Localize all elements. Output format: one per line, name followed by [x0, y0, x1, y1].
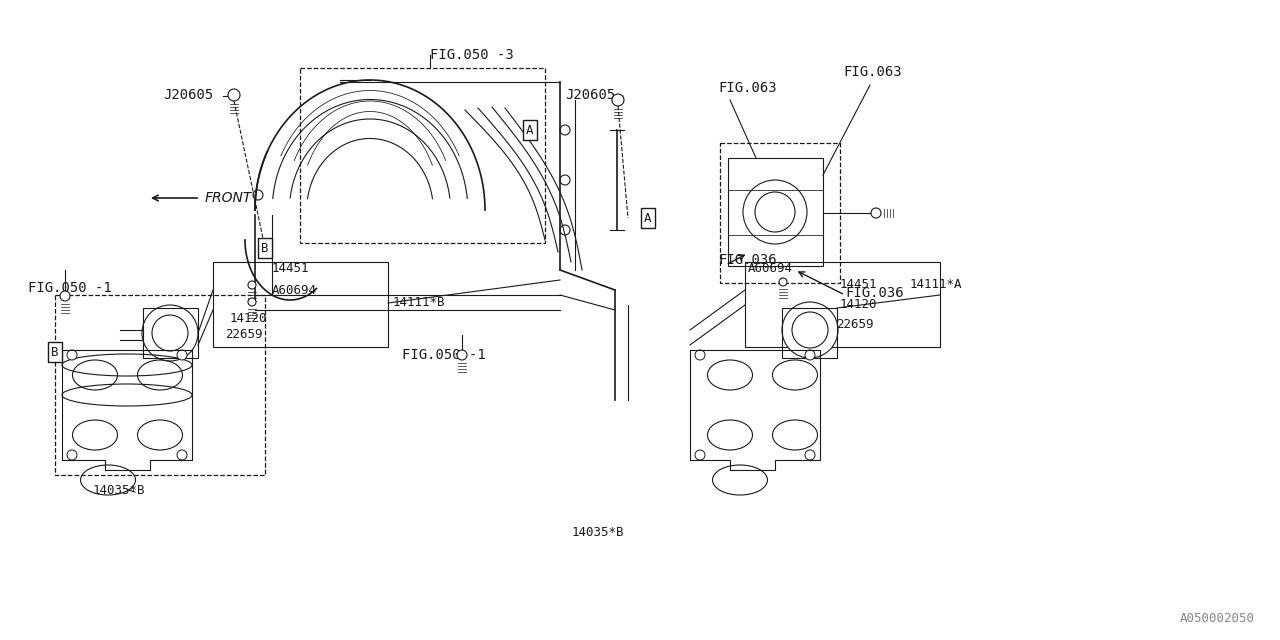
Circle shape — [248, 281, 256, 289]
Circle shape — [805, 450, 815, 460]
Text: 14035*B: 14035*B — [572, 525, 625, 538]
Text: 14451: 14451 — [273, 262, 310, 275]
Text: 14120: 14120 — [230, 312, 268, 324]
Text: FIG.050 -1: FIG.050 -1 — [402, 348, 485, 362]
Text: J20605: J20605 — [564, 88, 616, 102]
Circle shape — [248, 298, 256, 306]
Text: FIG.050 -1: FIG.050 -1 — [28, 281, 111, 295]
Circle shape — [152, 315, 188, 351]
Circle shape — [870, 208, 881, 218]
Bar — [143, 308, 198, 358]
Circle shape — [695, 450, 705, 460]
Text: 14111*B: 14111*B — [393, 296, 445, 310]
Bar — [55, 295, 265, 475]
Circle shape — [561, 175, 570, 185]
Text: 14035*B: 14035*B — [93, 483, 146, 497]
Circle shape — [742, 180, 806, 244]
Text: FIG.036: FIG.036 — [845, 286, 904, 300]
Circle shape — [782, 302, 838, 358]
Circle shape — [177, 450, 187, 460]
Circle shape — [805, 350, 815, 360]
Text: FIG.036: FIG.036 — [718, 253, 777, 267]
Circle shape — [177, 350, 187, 360]
Circle shape — [457, 350, 467, 360]
Text: B: B — [261, 241, 269, 255]
Bar — [300, 68, 545, 243]
Bar — [728, 158, 823, 266]
Bar — [745, 262, 940, 347]
Text: FRONT: FRONT — [205, 191, 252, 205]
Text: A: A — [644, 211, 652, 225]
Circle shape — [67, 450, 77, 460]
Text: A050002050: A050002050 — [1180, 612, 1254, 625]
Circle shape — [695, 350, 705, 360]
Bar — [782, 308, 837, 358]
Circle shape — [612, 94, 625, 106]
Text: J20605: J20605 — [163, 88, 214, 102]
Circle shape — [60, 291, 70, 301]
Circle shape — [228, 89, 241, 101]
Circle shape — [780, 278, 787, 286]
Text: 14451: 14451 — [840, 278, 878, 291]
Text: 22659: 22659 — [225, 328, 262, 342]
Circle shape — [755, 192, 795, 232]
Bar — [719, 143, 840, 283]
Circle shape — [67, 350, 77, 360]
Circle shape — [792, 312, 828, 348]
Text: A60694: A60694 — [273, 284, 317, 296]
Text: FIG.063: FIG.063 — [844, 65, 901, 79]
Bar — [212, 262, 388, 347]
Circle shape — [142, 305, 198, 361]
Text: A: A — [526, 124, 534, 136]
Text: 14111*A: 14111*A — [910, 278, 963, 291]
Text: FIG.050 -3: FIG.050 -3 — [430, 48, 513, 62]
Text: B: B — [51, 346, 59, 358]
Text: 14120: 14120 — [840, 298, 878, 312]
Circle shape — [561, 125, 570, 135]
Text: FIG.063: FIG.063 — [718, 81, 777, 95]
Circle shape — [561, 225, 570, 235]
Text: 22659: 22659 — [836, 319, 873, 332]
Text: A60694: A60694 — [748, 262, 794, 275]
Circle shape — [253, 190, 262, 200]
